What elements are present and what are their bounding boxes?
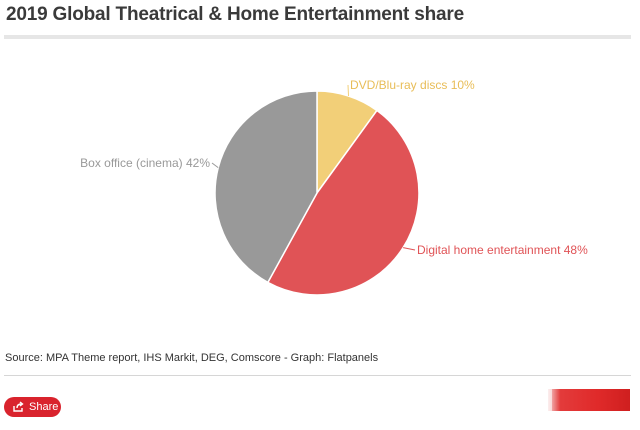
pie-chart: DVD/Blu-ray discs 10% Digital home entert… — [80, 78, 588, 296]
source-note: Source: MPA Theme report, IHS Markit, DE… — [5, 352, 379, 364]
brand-banner[interactable] — [548, 389, 630, 411]
pie-label-1: Digital home entertainment 48% — [417, 243, 588, 257]
pie-label-0: DVD/Blu-ray discs 10% — [350, 78, 475, 92]
footer-divider — [4, 375, 631, 376]
pie-slice-box-office-cinema[interactable] — [214, 90, 318, 284]
pie-slice-digital-home-entertainment[interactable] — [266, 109, 420, 296]
share-button[interactable]: Share — [4, 397, 61, 417]
pie-label-2: Box office (cinema) 42% — [80, 156, 210, 170]
brand-banner-highlight — [548, 389, 552, 411]
pie-connector-2 — [211, 162, 219, 169]
share-icon — [12, 401, 24, 413]
title-divider — [4, 35, 631, 39]
share-label: Share — [29, 401, 59, 413]
pie-connector-1 — [403, 247, 416, 251]
pie-connector-0 — [347, 84, 350, 97]
chart-title: 2019 Global Theatrical & Home Entertainm… — [6, 4, 464, 25]
